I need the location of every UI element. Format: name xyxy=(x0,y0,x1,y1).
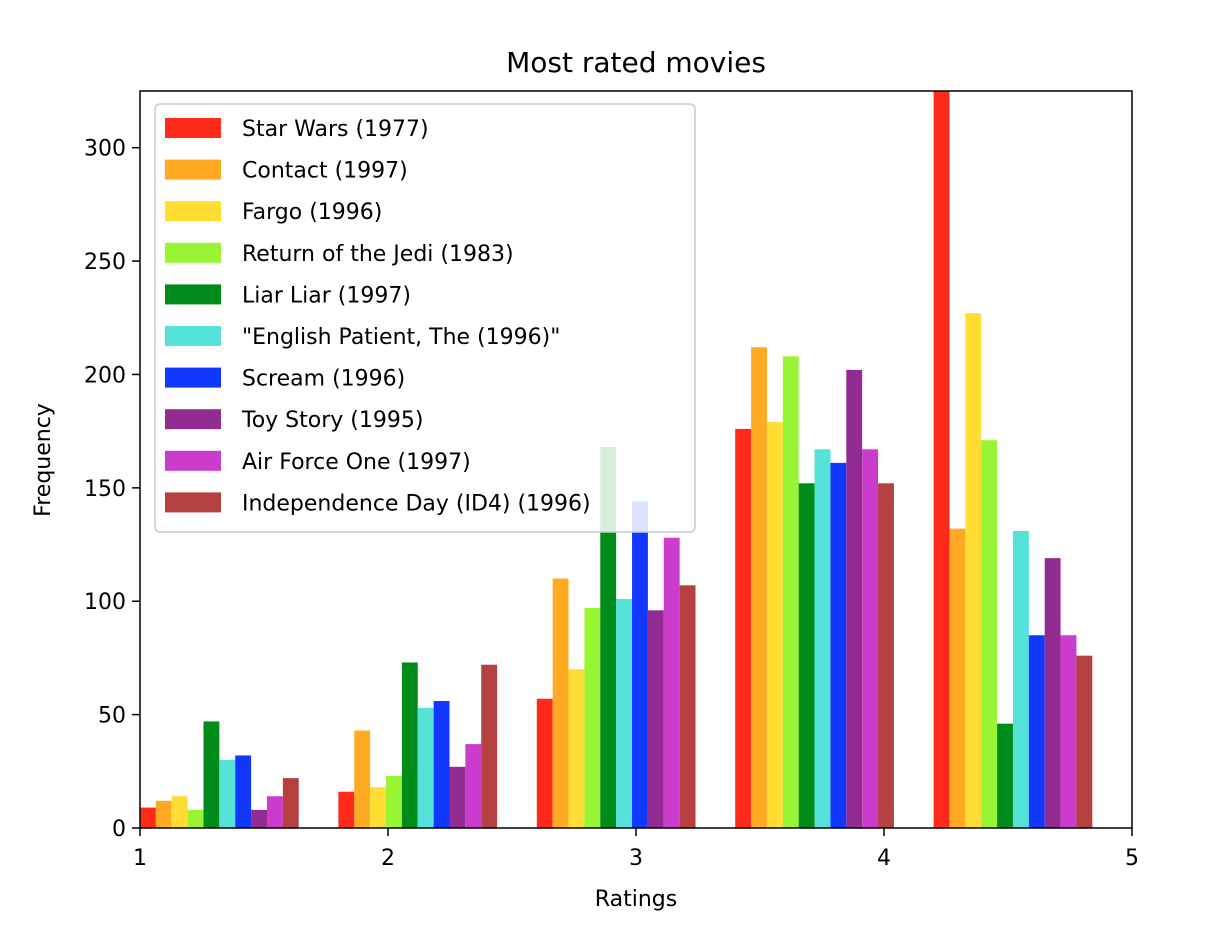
bar xyxy=(663,537,680,828)
bars-group xyxy=(140,91,1093,828)
bar xyxy=(401,662,418,828)
y-tick-label: 100 xyxy=(84,590,126,615)
bar xyxy=(568,669,585,828)
bar xyxy=(219,759,236,828)
bar xyxy=(266,796,283,828)
bar xyxy=(647,610,664,828)
bar xyxy=(735,428,752,828)
bar xyxy=(465,744,482,828)
bar xyxy=(552,578,569,828)
bar xyxy=(933,91,950,828)
bar xyxy=(798,483,815,828)
bar xyxy=(965,313,982,828)
bar xyxy=(481,664,498,828)
bar xyxy=(782,356,799,828)
legend-label: Independence Day (ID4) (1996) xyxy=(242,491,591,516)
bar xyxy=(251,809,267,828)
y-tick-label: 0 xyxy=(112,817,126,842)
bar xyxy=(386,775,402,828)
chart-title: Most rated movies xyxy=(506,46,766,79)
bar xyxy=(584,608,601,828)
bar xyxy=(1044,558,1061,828)
legend-swatch xyxy=(165,284,221,305)
legend-label: Scream (1996) xyxy=(242,367,405,392)
bar xyxy=(354,730,371,828)
legend-label: Toy Story (1995) xyxy=(241,408,423,433)
bar xyxy=(814,449,831,828)
y-tick-label: 300 xyxy=(84,137,126,162)
y-tick-label: 200 xyxy=(84,363,126,388)
legend-label: Liar Liar (1997) xyxy=(242,283,411,308)
bar xyxy=(679,585,696,828)
legend-swatch xyxy=(165,242,221,263)
bar xyxy=(997,723,1013,828)
y-tick-label: 50 xyxy=(98,704,126,729)
bar xyxy=(370,787,387,828)
legend-swatch xyxy=(165,367,221,388)
bar xyxy=(1012,530,1029,828)
bar xyxy=(536,698,553,828)
y-axis-label: Frequency xyxy=(31,403,56,517)
bar xyxy=(766,422,783,828)
bar xyxy=(282,778,299,828)
legend-swatch xyxy=(165,118,221,138)
bar xyxy=(155,800,172,828)
bar xyxy=(1028,635,1045,828)
bar xyxy=(140,807,156,828)
legend: Star Wars (1977) Contact (1997) Fargo (199… xyxy=(154,103,696,533)
legend-label: Air Force One (1997) xyxy=(242,450,471,475)
legend-label: "English Patient, The (1996)" xyxy=(242,325,560,350)
bar xyxy=(846,369,863,828)
legend-swatch xyxy=(165,159,221,180)
bar xyxy=(600,447,617,828)
bar xyxy=(862,449,879,828)
bar xyxy=(203,721,220,828)
legend-swatch xyxy=(165,409,221,430)
bar xyxy=(417,707,434,828)
legend-swatch xyxy=(165,450,221,471)
legend-swatch xyxy=(165,326,221,346)
bar xyxy=(171,796,188,828)
bar xyxy=(830,462,847,828)
legend-box xyxy=(154,103,696,533)
y-tick-label: 250 xyxy=(84,250,126,275)
x-tick-label: 5 xyxy=(1125,846,1139,871)
bar xyxy=(632,501,648,828)
bar xyxy=(981,440,998,828)
bar xyxy=(751,347,767,828)
bar xyxy=(616,598,633,828)
legend-swatch xyxy=(165,492,221,513)
bar xyxy=(449,766,466,828)
x-axis-ticks: 1 2 3 4 5 xyxy=(133,828,1139,871)
legend-label: Return of the Jedi (1983) xyxy=(242,242,514,267)
x-axis-label: Ratings xyxy=(595,887,677,912)
bar xyxy=(338,791,355,828)
bar xyxy=(235,755,252,828)
bar xyxy=(1076,655,1093,828)
x-tick-label: 2 xyxy=(381,846,395,871)
bar xyxy=(949,528,966,828)
x-tick-label: 3 xyxy=(629,846,643,871)
legend-label: Star Wars (1977) xyxy=(242,117,429,142)
x-tick-label: 4 xyxy=(877,846,891,871)
legend-swatch xyxy=(165,201,221,222)
bar xyxy=(1060,635,1077,828)
x-tick-label: 1 xyxy=(133,846,147,871)
legend-label: Contact (1997) xyxy=(242,159,408,184)
bar xyxy=(878,483,894,828)
bar xyxy=(433,701,450,828)
y-axis-ticks: 0 50 100 150 200 250 300 xyxy=(84,137,140,842)
legend-label: Fargo (1996) xyxy=(242,200,382,225)
y-tick-label: 150 xyxy=(84,477,126,502)
bar xyxy=(187,809,204,828)
